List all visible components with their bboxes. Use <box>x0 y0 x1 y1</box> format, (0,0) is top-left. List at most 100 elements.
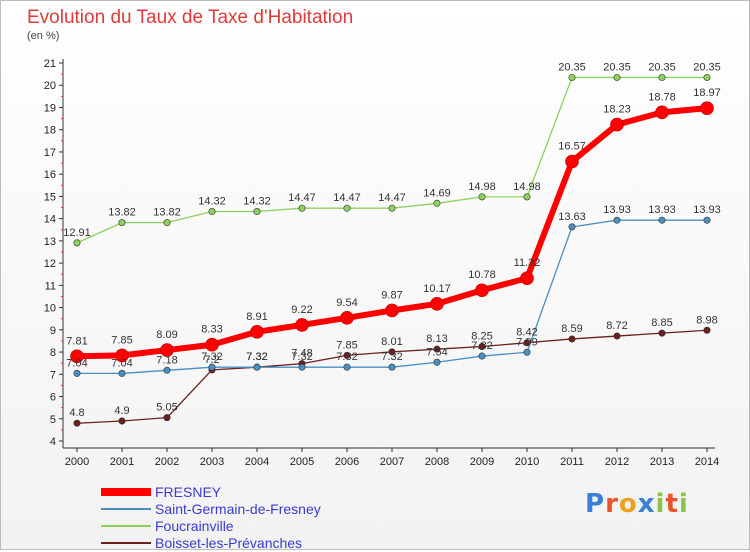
x-tick-label: 2011 <box>560 456 584 468</box>
data-point <box>568 73 576 81</box>
data-label: 7.48 <box>291 348 312 360</box>
data-label: 8.09 <box>156 329 177 341</box>
data-labels-layer: 4.8 4.9 5.057.2 7.32 7.487.85 8.01 8.13 8.25 8.4… <box>63 61 721 419</box>
data-label: 20.35 <box>648 61 676 73</box>
data-label: 8.33 <box>201 324 222 336</box>
x-tick-label: 2010 <box>515 456 539 468</box>
data-label: 4.8 <box>69 407 84 419</box>
data-point <box>73 419 81 427</box>
data-label: 9.22 <box>291 304 312 316</box>
x-tick-label: 2009 <box>470 456 494 468</box>
y-tick-label: 5 <box>50 414 56 426</box>
x-tick-label: 2013 <box>650 456 674 468</box>
y-tick-label: 4 <box>50 436 56 448</box>
data-point <box>523 193 531 201</box>
data-label: 11.32 <box>514 257 541 269</box>
data-label: 18.78 <box>648 91 676 103</box>
data-label: 9.87 <box>381 289 402 301</box>
data-point <box>298 363 306 371</box>
data-label: 13.82 <box>108 207 136 219</box>
data-point <box>703 73 711 81</box>
data-point <box>343 351 351 359</box>
data-label: 18.23 <box>603 104 631 116</box>
data-point <box>118 219 126 227</box>
brand-letter: i <box>678 489 689 519</box>
data-point <box>610 117 624 132</box>
data-label: 7.32 <box>336 351 357 363</box>
y-tick-label: 13 <box>44 236 56 248</box>
legend-swatch <box>101 525 151 527</box>
data-label: 14.32 <box>243 196 271 208</box>
legend-label: Saint-Germain-de-Fresney <box>155 501 321 517</box>
data-point <box>478 193 486 201</box>
data-point <box>73 239 81 247</box>
y-tick-label: 19 <box>44 102 56 114</box>
data-label: 4.9 <box>114 405 129 417</box>
data-label: 20.35 <box>558 61 586 73</box>
data-label: 13.93 <box>648 204 676 216</box>
y-tick-label: 15 <box>44 191 56 203</box>
data-point <box>388 204 396 212</box>
data-label: 13.93 <box>693 204 721 216</box>
data-label: 7.32 <box>246 351 267 363</box>
data-label: 13.93 <box>603 204 631 216</box>
chart-title: Evolution du Taux de Taxe d'Habitation <box>27 7 354 28</box>
data-point <box>523 348 531 356</box>
y-tick-label: 21 <box>44 58 56 70</box>
data-label: 7.18 <box>156 354 177 366</box>
data-point <box>70 349 84 364</box>
data-point <box>118 369 126 377</box>
data-label: 7.32 <box>291 351 312 363</box>
data-point <box>478 342 486 350</box>
data-label: 8.13 <box>426 333 447 345</box>
data-point <box>703 326 711 334</box>
data-label: 7.85 <box>336 339 357 351</box>
data-point <box>433 358 441 366</box>
x-tick-label: 2000 <box>65 456 89 468</box>
data-point <box>340 311 354 325</box>
legend-label: FRESNEY <box>155 484 222 500</box>
data-label: 14.47 <box>288 192 316 204</box>
data-point <box>658 216 666 224</box>
data-label: 16.57 <box>558 141 586 153</box>
data-label: 7.32 <box>381 351 402 363</box>
data-point <box>520 271 534 286</box>
x-tick-label: 2005 <box>290 456 314 468</box>
chart-subtitle: (en %) <box>27 30 60 42</box>
series-line <box>76 105 708 360</box>
legend-swatch <box>101 488 151 496</box>
x-tick-label: 2014 <box>695 456 719 468</box>
data-label: 10.78 <box>468 269 496 281</box>
y-tick-label: 6 <box>50 392 56 404</box>
data-label: 7.54 <box>426 346 447 358</box>
x-tick-label: 2008 <box>425 456 449 468</box>
x-tick-label: 2007 <box>380 456 404 468</box>
data-point <box>613 73 621 81</box>
y-tick-label: 10 <box>44 303 56 315</box>
data-point <box>478 352 486 360</box>
brand-letter: o <box>618 489 638 519</box>
data-point <box>703 216 711 224</box>
legend-label: Boisset-les-Prévanches <box>155 535 303 551</box>
data-label: 14.47 <box>333 192 361 204</box>
data-label: 14.98 <box>513 181 541 193</box>
series-layer <box>70 73 714 427</box>
y-tick-label: 20 <box>44 80 56 92</box>
x-tick-label: 2004 <box>245 456 269 468</box>
data-point <box>163 366 171 374</box>
data-label: 8.59 <box>561 323 582 335</box>
legend-swatch <box>101 542 151 544</box>
y-tick-label: 16 <box>44 169 56 181</box>
brand-letter: r <box>605 489 619 519</box>
data-point <box>613 332 621 340</box>
data-label: 8.85 <box>651 317 672 329</box>
data-point <box>253 363 261 371</box>
data-point <box>115 348 129 363</box>
data-point <box>343 204 351 212</box>
data-point <box>163 414 171 422</box>
data-label: 7.81 <box>66 335 87 347</box>
data-label: 7.04 <box>66 357 87 369</box>
data-label: 7.82 <box>471 340 492 352</box>
data-label: 14.47 <box>378 192 406 204</box>
